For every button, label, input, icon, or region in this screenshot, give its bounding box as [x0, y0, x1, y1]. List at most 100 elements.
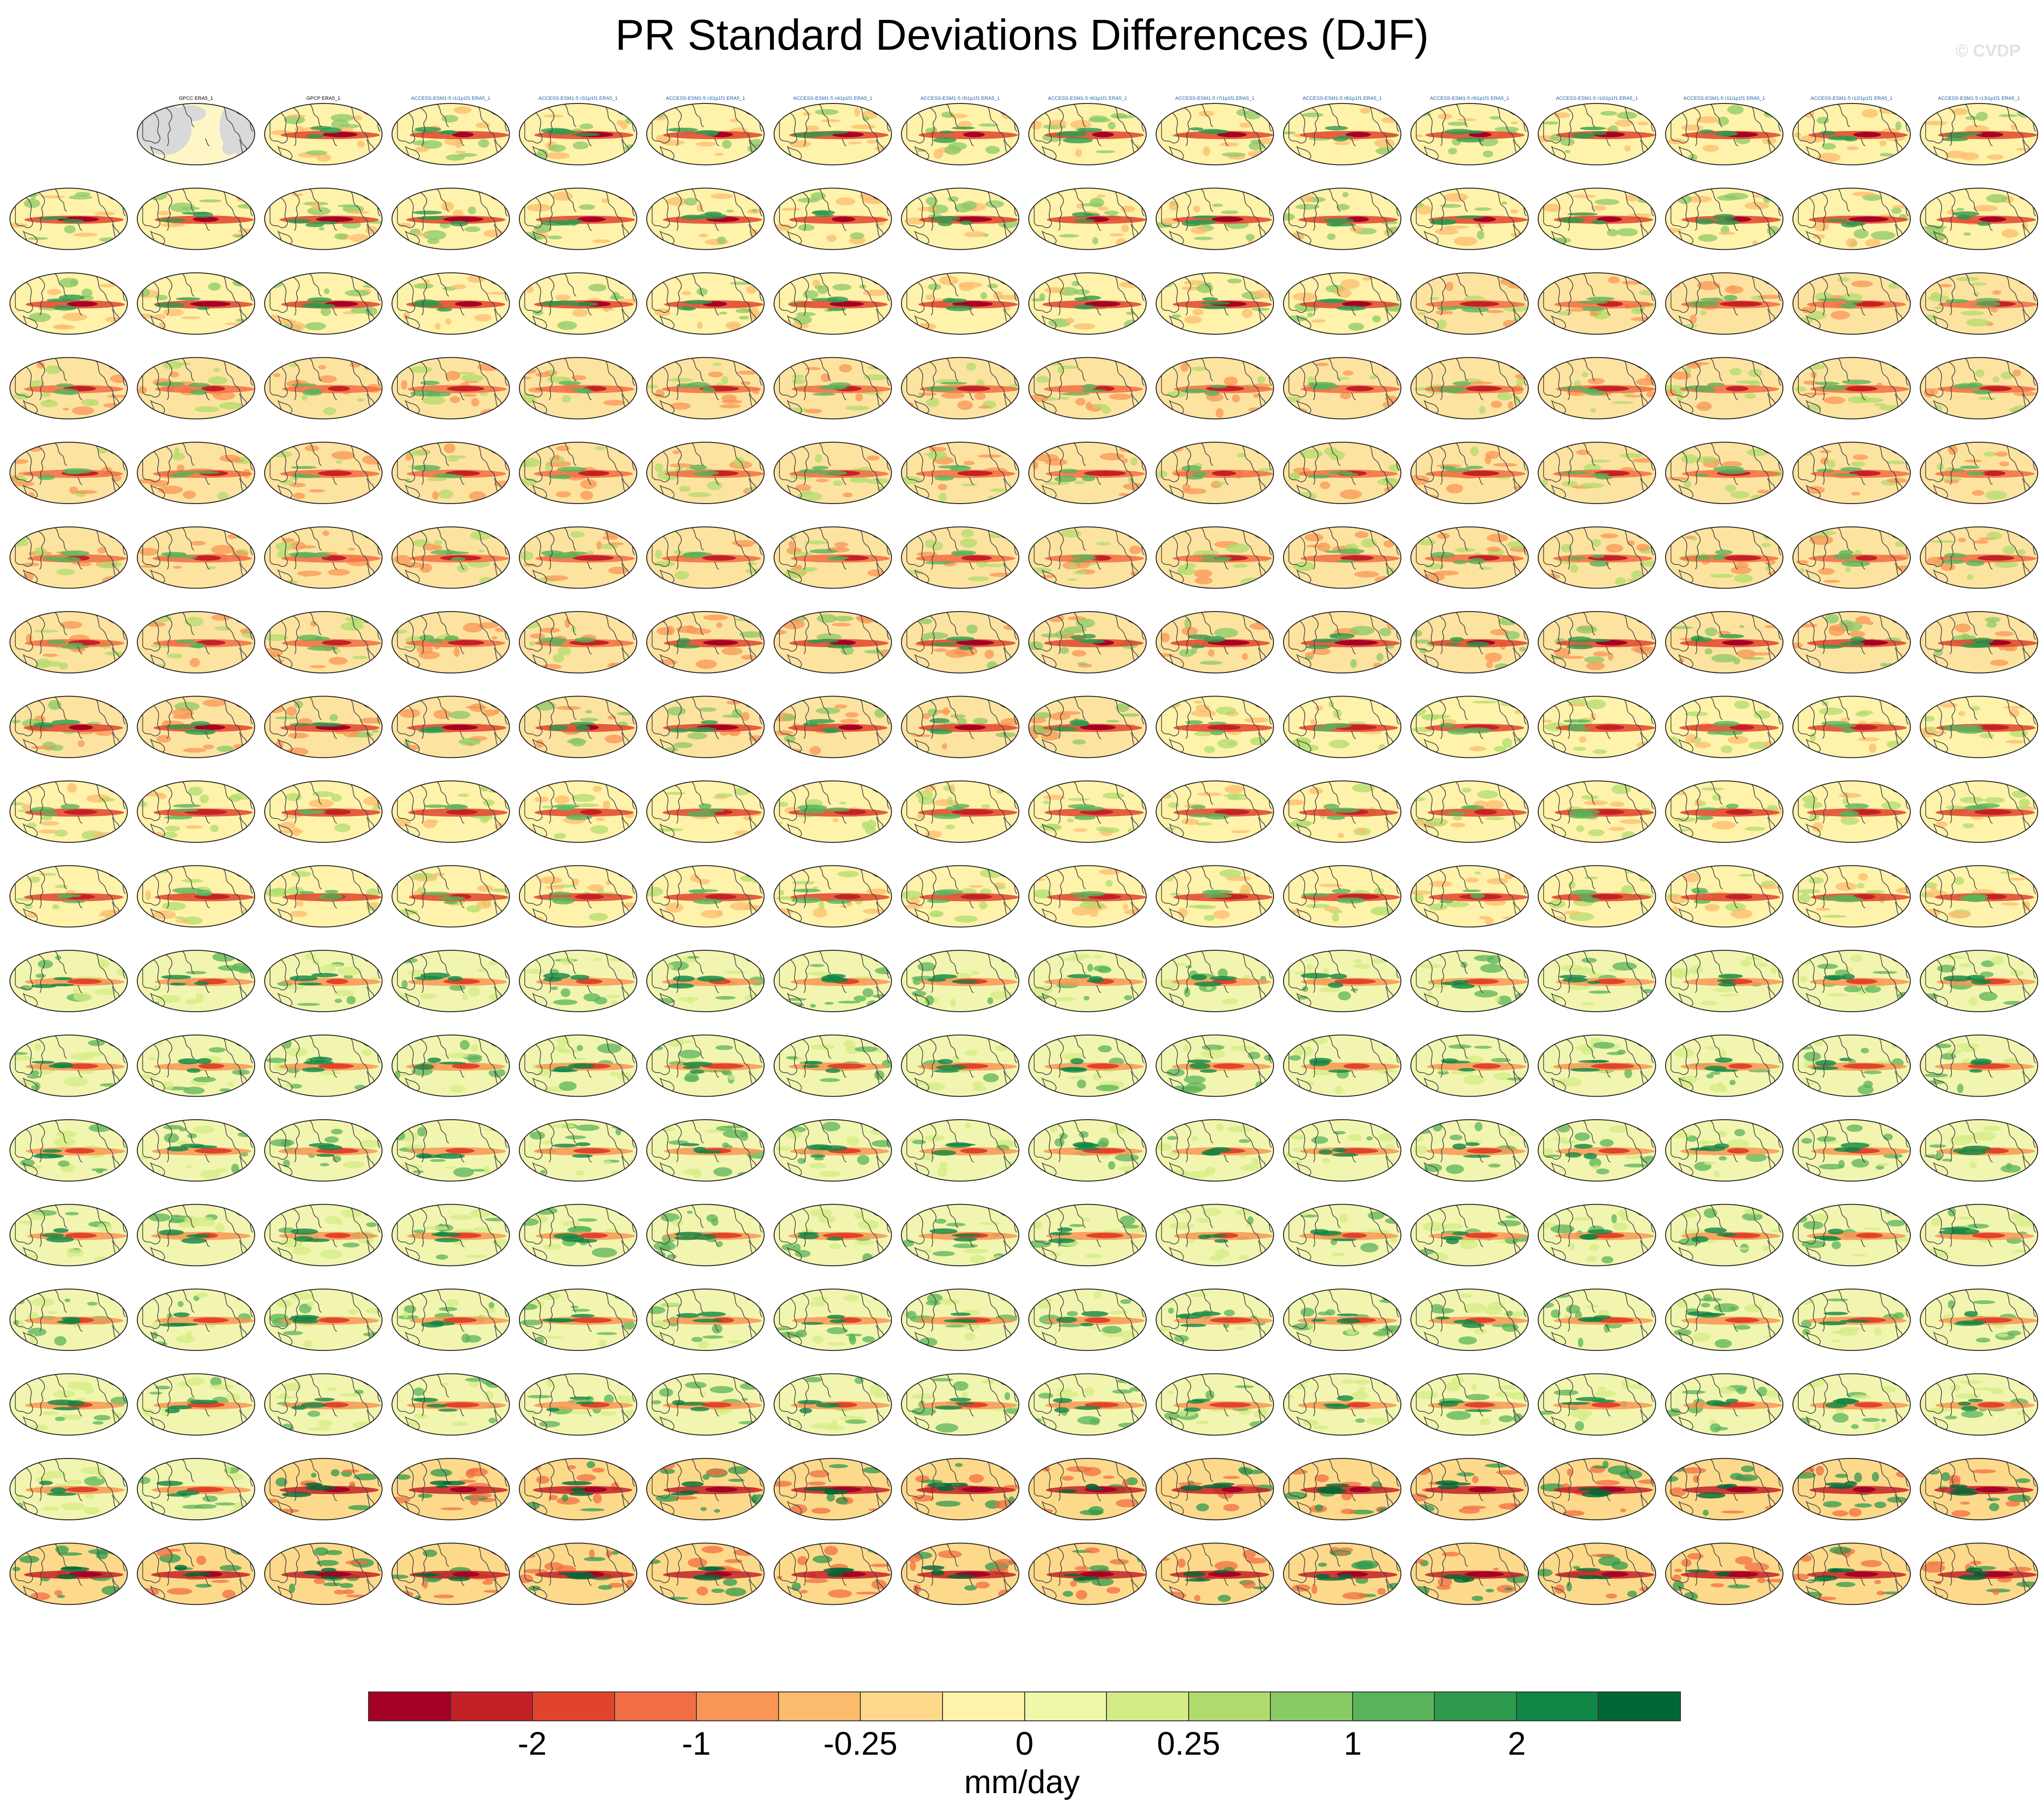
colorbar-swatch [1353, 1692, 1435, 1720]
map-panel [519, 1542, 637, 1605]
map-panel [774, 1204, 892, 1266]
colorbar-swatch [533, 1692, 615, 1720]
map-panel [646, 696, 765, 758]
page-title: PR Standard Deviations Differences (DJF) [615, 11, 1429, 59]
map-panel [137, 1204, 255, 1266]
map-panel [774, 1373, 892, 1436]
map-panel [9, 272, 128, 335]
colorbar-tick-label: 2 [1507, 1726, 1526, 1762]
colorbar-swatch [451, 1692, 533, 1720]
map-panel [1410, 950, 1529, 1012]
map-panel [1538, 696, 1656, 758]
map-panel [901, 950, 1019, 1012]
map-panel [1156, 1289, 1274, 1351]
map-panel [392, 526, 510, 589]
map-panel [1410, 1458, 1529, 1520]
map-panel [774, 611, 892, 673]
panel-label: ACCESS-ESM1-5 r1i1p1f1 ERA5_1 [411, 96, 490, 101]
map-panel [1028, 696, 1147, 758]
map-panel [1792, 611, 1911, 673]
map-panel [1920, 357, 2038, 420]
map-panel [1792, 780, 1911, 843]
map-panel [1028, 1289, 1147, 1351]
map-panel [646, 950, 765, 1012]
map-panel [1538, 187, 1656, 250]
colorbar-swatch [1025, 1692, 1107, 1720]
map-panel [1665, 611, 1783, 673]
map-panel [9, 1373, 128, 1436]
map-panel [1410, 1119, 1529, 1182]
map-panel [646, 272, 765, 335]
colorbar-tick-label: -0.25 [823, 1726, 898, 1762]
map-panel [137, 187, 255, 250]
map-panel [1665, 1373, 1783, 1436]
map-panel [1410, 272, 1529, 335]
map-panel [9, 696, 128, 758]
colorbar-units: mm/day [964, 1764, 1080, 1800]
map-panel [646, 442, 765, 504]
map-panel [774, 1119, 892, 1182]
map-panel [1665, 526, 1783, 589]
map-panel [519, 1458, 637, 1520]
map-panel [1028, 1119, 1147, 1182]
map-panel [1028, 526, 1147, 589]
map-panel [901, 611, 1019, 673]
map-panel [1283, 1458, 1401, 1520]
map-panel [1283, 1542, 1401, 1605]
map-panel [1665, 357, 1783, 420]
map-panel [1665, 696, 1783, 758]
map-panel [519, 611, 637, 673]
map-panel [519, 526, 637, 589]
map-panel [1283, 442, 1401, 504]
map-panel [1920, 1458, 2038, 1520]
map-panel [646, 1034, 765, 1097]
map-panel [901, 1542, 1019, 1605]
map-panel [264, 1458, 383, 1520]
map-panel [1920, 1542, 2038, 1605]
map-panel [1792, 272, 1911, 335]
map-panel [1792, 187, 1911, 250]
map-panel [392, 187, 510, 250]
map-panel [1410, 696, 1529, 758]
colorbar-swatch [1271, 1692, 1353, 1720]
map-panel [1920, 611, 2038, 673]
map-panel [1792, 1458, 1911, 1520]
map-panel: ACCESS-ESM1-5 r10i1p1f1 ERA5_1 [1538, 96, 1656, 165]
colorbar-swatch [697, 1692, 779, 1720]
map-panel [1665, 865, 1783, 928]
map-panel [1665, 187, 1783, 250]
map-panel [1920, 1373, 2038, 1436]
map-panel [774, 1034, 892, 1097]
map-panel [9, 357, 128, 420]
map-panel [1283, 357, 1401, 420]
map-panel [1538, 1542, 1656, 1605]
map-panel [9, 187, 128, 250]
map-panel [1792, 1289, 1911, 1351]
map-panel [1156, 1034, 1274, 1097]
map-panel [1283, 1204, 1401, 1266]
map-panel [1792, 357, 1911, 420]
map-panel [1028, 442, 1147, 504]
map-panel [137, 1034, 255, 1097]
map-panel [1792, 526, 1911, 589]
map-panel [1283, 272, 1401, 335]
map-panel [646, 780, 765, 843]
map-panel: ACCESS-ESM1-5 r12i1p1f1 ERA5_1 [1792, 96, 1911, 165]
map-panel [1410, 1373, 1529, 1436]
map-panel [1283, 1289, 1401, 1351]
colorbar-swatch [369, 1692, 451, 1720]
colorbar-swatch [779, 1692, 861, 1720]
map-panel [1283, 187, 1401, 250]
map-panel [392, 442, 510, 504]
map-panel [1920, 272, 2038, 335]
map-panel [519, 865, 637, 928]
map-panel [1792, 1119, 1911, 1182]
map-panel [264, 526, 383, 589]
colorbar-swatch [1189, 1692, 1271, 1720]
map-panel [392, 1034, 510, 1097]
map-panel [1538, 1119, 1656, 1182]
map-panel [137, 1289, 255, 1351]
map-panel [1792, 1204, 1911, 1266]
map-panel [392, 1119, 510, 1182]
colorbar-swatch [861, 1692, 943, 1720]
